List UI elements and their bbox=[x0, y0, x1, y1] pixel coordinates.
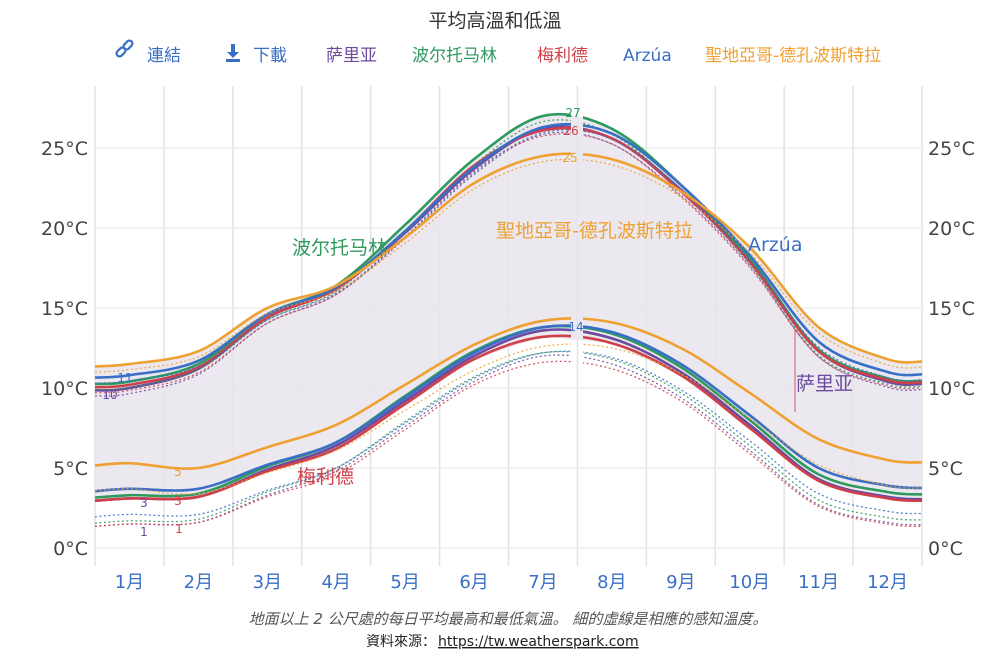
feels-like-low-line bbox=[583, 352, 923, 521]
series-high-line bbox=[94, 122, 571, 379]
y-tick-label-left: 0°C bbox=[53, 538, 88, 560]
feels-like-low-line bbox=[94, 360, 571, 528]
data-labels: 波尔托马林聖地亞哥-德孔波斯特拉Arzúa萨里亚梅利德2726251411105… bbox=[102, 106, 853, 539]
x-tick-label: 5月 bbox=[390, 572, 419, 593]
legend-item[interactable]: Arzúa bbox=[623, 46, 672, 66]
chart-title: 平均高溫和低溫 bbox=[428, 10, 561, 32]
link-button[interactable]: 連結 bbox=[115, 39, 181, 66]
feels-like-high-line bbox=[583, 159, 923, 369]
series-label-santiago: 聖地亞哥-德孔波斯特拉 bbox=[496, 220, 693, 242]
y-tick-label-right: 10°C bbox=[928, 378, 975, 400]
feels-like-low-line bbox=[583, 351, 923, 515]
series-high-line bbox=[583, 124, 923, 377]
legend: 萨里亚 波尔托马林 梅利德 Arzúa 聖地亞哥-德孔波斯特拉 bbox=[326, 46, 881, 66]
x-tick-label: 7月 bbox=[528, 572, 557, 593]
feels-like-high-line bbox=[583, 130, 923, 382]
series-low-line bbox=[583, 326, 923, 496]
series-low-line bbox=[583, 335, 923, 503]
link-label: 連結 bbox=[147, 46, 181, 66]
high-peak-label-santiago: 25 bbox=[562, 151, 577, 165]
low-label-sarria: 3 bbox=[140, 496, 148, 510]
feels-like-high-line bbox=[583, 122, 923, 388]
series-high-line bbox=[583, 152, 923, 364]
series-low-line bbox=[94, 334, 571, 503]
feels-like-low-line bbox=[583, 356, 923, 526]
feels-like-low-line bbox=[94, 343, 571, 495]
y-tick-label-left: 15°C bbox=[41, 298, 88, 320]
temperature-band bbox=[95, 114, 922, 501]
series-low-line bbox=[583, 330, 923, 501]
feels-like-low-line bbox=[94, 350, 571, 518]
high-peak-label-melide: 26 bbox=[563, 124, 578, 138]
low-label-santiago: 5 bbox=[174, 465, 182, 479]
series-label-arzua: Arzúa bbox=[748, 234, 802, 256]
x-tick-label: 4月 bbox=[321, 572, 350, 593]
series-high-line bbox=[583, 128, 923, 385]
feels-like-high-line bbox=[583, 134, 923, 390]
source-label: 資料來源： bbox=[366, 634, 436, 650]
series-label-sarria: 萨里亚 bbox=[796, 373, 853, 395]
x-tick-label: 8月 bbox=[597, 572, 626, 593]
chart-caption: 地面以上 2 公尺處的每日平均最高和最低氣溫。 細的虛線是相應的感知溫度。 bbox=[249, 610, 768, 628]
download-button[interactable]: 下載 bbox=[226, 44, 287, 66]
feels-like-high-line bbox=[94, 133, 571, 394]
y-tick-label-right: 25°C bbox=[928, 138, 975, 160]
download-label: 下載 bbox=[253, 46, 287, 66]
x-tick-label: 11月 bbox=[798, 572, 839, 593]
source-link[interactable]: https://tw.weatherspark.com bbox=[438, 634, 639, 650]
y-tick-label-left: 5°C bbox=[53, 458, 88, 480]
download-icon bbox=[226, 44, 240, 62]
temperature-range-band bbox=[95, 114, 922, 501]
low-label-melide: 3 bbox=[174, 494, 182, 508]
feels-like-high-line bbox=[94, 119, 571, 391]
x-tick-label: 10月 bbox=[729, 572, 770, 593]
high-peak-label-portomarin: 27 bbox=[565, 106, 580, 120]
series-label-melide: 梅利德 bbox=[297, 466, 354, 488]
axes: 0°C 0°C 5°C 5°C 10°C 10°C 15°C 15°C 20°C 20°C 25°C… bbox=[41, 138, 975, 593]
feels-like-high-line bbox=[94, 129, 571, 384]
legend-item[interactable]: 波尔托马林 bbox=[412, 46, 497, 66]
legend-item[interactable]: 萨里亚 bbox=[326, 46, 377, 66]
y-tick-label-right: 20°C bbox=[928, 218, 975, 240]
y-tick-label-right: 0°C bbox=[928, 538, 963, 560]
x-tick-label: 3月 bbox=[253, 572, 282, 593]
y-tick-label-left: 20°C bbox=[41, 218, 88, 240]
series-high-line bbox=[94, 112, 571, 386]
feels-like-high-line bbox=[94, 158, 571, 373]
series-label-portomarin: 波尔托马林 bbox=[292, 237, 387, 259]
link-icon bbox=[115, 39, 134, 58]
jan-high-label-sarria: 10 bbox=[102, 388, 117, 402]
low-peak-label: 14 bbox=[568, 320, 583, 334]
x-tick-label: 9月 bbox=[666, 572, 695, 593]
y-tick-label-right: 15°C bbox=[928, 298, 975, 320]
feels-like-low-line bbox=[583, 362, 923, 528]
legend-item[interactable]: 梅利德 bbox=[537, 46, 588, 66]
series-lines bbox=[94, 112, 923, 528]
feels-like-high-line bbox=[583, 133, 923, 391]
legend-item[interactable]: 聖地亞哥-德孔波斯特拉 bbox=[705, 46, 881, 66]
x-tick-label: 6月 bbox=[459, 572, 488, 593]
jan-high-label-arzua: 11 bbox=[117, 371, 132, 385]
x-tick-label: 2月 bbox=[184, 572, 213, 593]
series-high-line bbox=[94, 152, 571, 368]
series-low-line bbox=[583, 317, 923, 464]
feels-like-low-line bbox=[583, 343, 923, 489]
series-low-line bbox=[94, 324, 571, 493]
y-tick-label-right: 5°C bbox=[928, 458, 963, 480]
feels-low-label-melide: 1 bbox=[175, 522, 183, 536]
y-tick-label-left: 10°C bbox=[41, 378, 88, 400]
feels-low-label-sarria: 1 bbox=[140, 525, 148, 539]
y-tick-label-left: 25°C bbox=[41, 138, 88, 160]
x-tick-label: 12月 bbox=[867, 572, 908, 593]
x-tick-label: 1月 bbox=[115, 572, 144, 593]
series-low-line bbox=[583, 325, 923, 490]
series-low-line bbox=[94, 317, 571, 470]
